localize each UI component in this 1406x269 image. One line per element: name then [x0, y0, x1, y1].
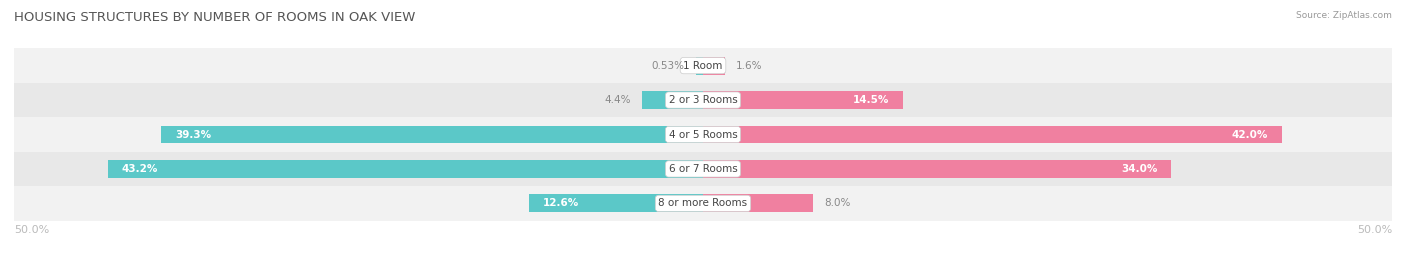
Text: 14.5%: 14.5%	[852, 95, 889, 105]
Text: 34.0%: 34.0%	[1122, 164, 1157, 174]
Text: 2 or 3 Rooms: 2 or 3 Rooms	[669, 95, 737, 105]
Text: 50.0%: 50.0%	[14, 225, 49, 235]
Text: 1 Room: 1 Room	[683, 61, 723, 71]
Bar	[703, 91, 903, 109]
Bar	[703, 126, 1282, 143]
Text: 8.0%: 8.0%	[824, 198, 851, 208]
Text: 42.0%: 42.0%	[1232, 129, 1268, 140]
Bar	[530, 194, 703, 212]
Bar	[14, 186, 1392, 221]
Bar	[14, 117, 1392, 152]
Text: Source: ZipAtlas.com: Source: ZipAtlas.com	[1296, 11, 1392, 20]
Bar	[14, 152, 1392, 186]
Text: 50.0%: 50.0%	[1357, 225, 1392, 235]
Text: 6 or 7 Rooms: 6 or 7 Rooms	[669, 164, 737, 174]
Text: 1.6%: 1.6%	[737, 61, 762, 71]
Bar	[643, 91, 703, 109]
Bar	[108, 160, 703, 178]
Text: 8 or more Rooms: 8 or more Rooms	[658, 198, 748, 208]
Text: 43.2%: 43.2%	[121, 164, 157, 174]
Text: 12.6%: 12.6%	[543, 198, 579, 208]
Bar	[696, 57, 703, 75]
Bar	[703, 57, 725, 75]
Bar	[703, 194, 813, 212]
Bar	[14, 83, 1392, 117]
Bar	[14, 48, 1392, 83]
Text: 4.4%: 4.4%	[605, 95, 631, 105]
Text: 4 or 5 Rooms: 4 or 5 Rooms	[669, 129, 737, 140]
Bar	[162, 126, 703, 143]
Text: HOUSING STRUCTURES BY NUMBER OF ROOMS IN OAK VIEW: HOUSING STRUCTURES BY NUMBER OF ROOMS IN…	[14, 11, 415, 24]
Text: 0.53%: 0.53%	[651, 61, 685, 71]
Bar	[703, 160, 1171, 178]
Text: 39.3%: 39.3%	[176, 129, 211, 140]
